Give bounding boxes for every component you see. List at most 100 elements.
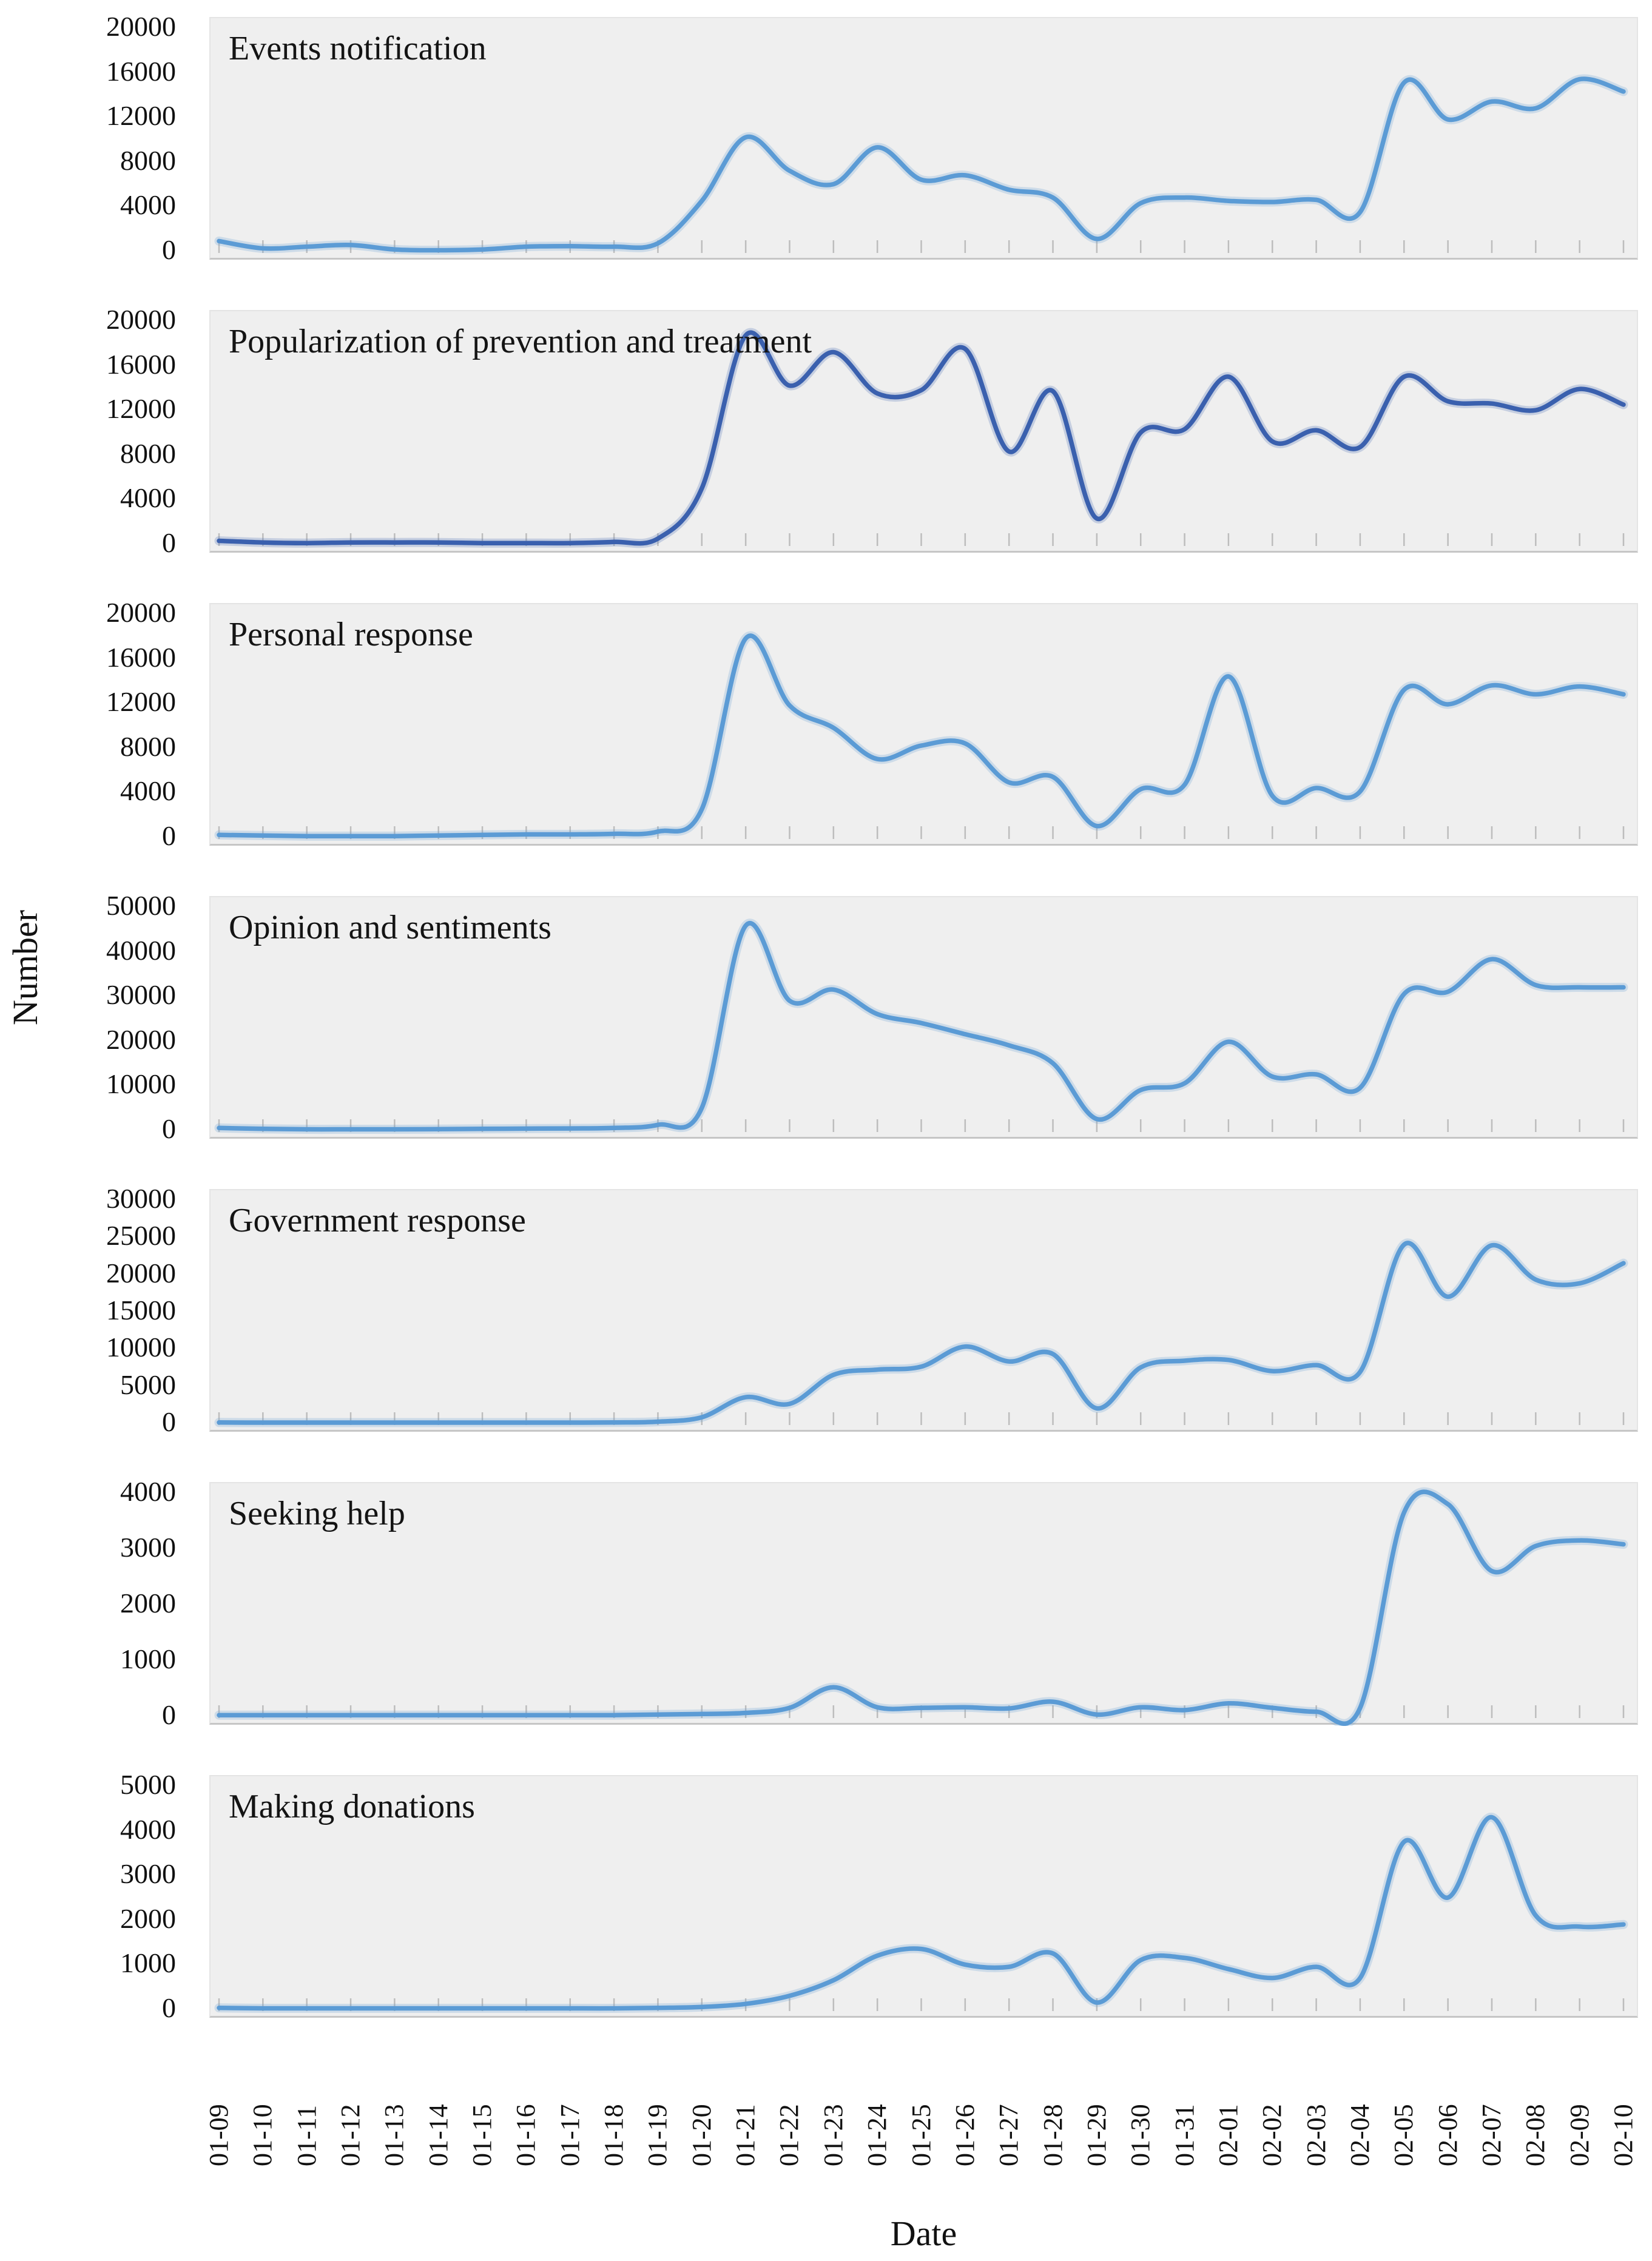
panel-title: Government response — [229, 1202, 526, 1239]
y-tick-label: 5000 — [120, 1769, 176, 1800]
y-tick-label: 5000 — [120, 1369, 176, 1400]
plot-area: Opinion and sentiments — [209, 896, 1638, 1139]
line-chart-svg — [214, 918, 1628, 1134]
x-tick-label: 02-04 — [1344, 2104, 1375, 2166]
x-tick-label: 01-17 — [555, 2104, 585, 2166]
y-tick-label: 40000 — [106, 934, 176, 966]
x-tick-label: 02-01 — [1213, 2104, 1243, 2166]
x-tick-label: 02-05 — [1389, 2104, 1419, 2166]
x-tick-label: 01-14 — [423, 2104, 453, 2166]
line-chart-svg — [214, 328, 1628, 548]
x-axis-tick-labels: 01-09 01-10 01-11 01-12 01-13 01-14 01-15 01-16… — [0, 2069, 1652, 2212]
y-axis-tick-labels: 30000 25000 20000 15000 10000 5000 0 — [0, 1185, 209, 1436]
y-axis-tick-labels: 20000 16000 12000 8000 4000 0 — [0, 599, 209, 850]
y-tick-label: 2000 — [120, 1588, 176, 1619]
y-tick-label: 0 — [162, 1113, 176, 1144]
data-line — [217, 1489, 1626, 1726]
y-tick-label: 4000 — [120, 1813, 176, 1845]
x-tick-label: 01-28 — [1037, 2104, 1068, 2166]
plot-area: Personal response — [209, 603, 1638, 846]
chart-panel: 30000 25000 20000 15000 10000 5000 0 Government… — [0, 1185, 1652, 1482]
y-tick-label: 8000 — [120, 730, 176, 762]
y-tick-label: 12000 — [106, 100, 176, 132]
data-line — [217, 1241, 1626, 1425]
y-tick-label: 0 — [162, 1699, 176, 1730]
y-tick-label: 30000 — [106, 1183, 176, 1214]
y-tick-label: 0 — [162, 234, 176, 265]
x-tick-label: 01-15 — [467, 2104, 497, 2166]
x-tick-label: 01-21 — [730, 2104, 761, 2166]
x-tick-label: 01-18 — [599, 2104, 629, 2166]
x-tick-label: 01-23 — [818, 2104, 848, 2166]
y-tick-label: 50000 — [106, 890, 176, 921]
y-tick-label: 1000 — [120, 1947, 176, 1979]
chart-panel: 20000 16000 12000 8000 4000 0 Personal respons… — [0, 599, 1652, 896]
y-axis-tick-labels: 5000 4000 3000 2000 1000 0 — [0, 1771, 209, 2022]
y-tick-label: 12000 — [106, 393, 176, 425]
y-tick-label: 16000 — [106, 55, 176, 87]
y-tick-label: 4000 — [120, 482, 176, 514]
chart-panel: 5000 4000 3000 2000 1000 0 Making donations — [0, 1771, 1652, 2068]
line-chart-svg — [214, 1238, 1628, 1427]
y-tick-label: 4000 — [120, 189, 176, 221]
x-tick-label: 01-11 — [291, 2104, 322, 2166]
y-tick-label: 3000 — [120, 1858, 176, 1890]
y-tick-label: 25000 — [106, 1220, 176, 1252]
y-tick-label: 2000 — [120, 1902, 176, 1934]
line-chart-svg — [214, 74, 1628, 255]
x-tick-label: 02-07 — [1476, 2104, 1506, 2166]
y-tick-label: 8000 — [120, 437, 176, 469]
data-line — [217, 921, 1626, 1132]
x-tick-label: 01-16 — [511, 2104, 541, 2166]
chart-panel: 20000 16000 12000 8000 4000 0 Events notificat… — [0, 13, 1652, 310]
panel-title: Seeking help — [229, 1495, 405, 1532]
x-tick-label: 01-29 — [1081, 2104, 1111, 2166]
data-line — [217, 76, 1626, 253]
y-tick-label: 15000 — [106, 1295, 176, 1326]
x-tick-label: 01-22 — [774, 2104, 804, 2166]
plot-area: Events notification — [209, 17, 1638, 260]
plot-area: Popularization of prevention and treatme… — [209, 310, 1638, 553]
plot-area: Seeking help — [209, 1482, 1638, 1726]
x-tick-label: 02-09 — [1564, 2104, 1594, 2166]
line-chart-svg — [214, 1487, 1628, 1726]
y-tick-label: 20000 — [106, 304, 176, 335]
data-line — [217, 330, 1626, 546]
plot-area: Government response — [209, 1189, 1638, 1432]
y-tick-label: 10000 — [106, 1332, 176, 1363]
y-tick-label: 0 — [162, 1406, 176, 1437]
x-tick-label: 01-25 — [906, 2104, 936, 2166]
y-tick-label: 20000 — [106, 1023, 176, 1055]
data-line-halo — [214, 1487, 1628, 1726]
panel-title: Events notification — [229, 30, 487, 67]
y-tick-label: 16000 — [106, 641, 176, 673]
x-tick-label: 01-12 — [335, 2104, 366, 2166]
x-tick-label: 01-10 — [248, 2104, 278, 2166]
x-axis-title: Date — [890, 2214, 957, 2253]
x-tick-label: 01-13 — [379, 2104, 410, 2166]
y-tick-label: 0 — [162, 820, 176, 851]
y-tick-label: 0 — [162, 527, 176, 558]
y-tick-label: 20000 — [106, 1257, 176, 1289]
y-axis-title: Number — [5, 909, 45, 1025]
y-axis-tick-labels: 50000 40000 30000 20000 10000 0 — [0, 892, 209, 1143]
x-tick-label: 01-31 — [1169, 2104, 1199, 2166]
y-tick-label: 0 — [162, 1992, 176, 2023]
data-line-halo — [214, 631, 1628, 841]
chart-panel: 50000 40000 30000 20000 10000 0 Opinion and se… — [0, 892, 1652, 1189]
x-tick-label: 02-03 — [1301, 2104, 1331, 2166]
x-tick-label: 02-06 — [1432, 2104, 1463, 2166]
charts-stack: 20000 16000 12000 8000 4000 0 Events notificat… — [0, 13, 1652, 2068]
x-tick-label: 01-27 — [994, 2104, 1024, 2166]
y-tick-label: 10000 — [106, 1068, 176, 1100]
panel-title: Personal response — [229, 616, 473, 653]
panel-title: Opinion and sentiments — [229, 909, 551, 946]
data-line-halo — [214, 74, 1628, 255]
y-tick-label: 3000 — [120, 1532, 176, 1563]
x-tick-label: 02-02 — [1257, 2104, 1287, 2166]
data-line-halo — [214, 918, 1628, 1134]
chart-panel: 20000 16000 12000 8000 4000 0 Popularization o… — [0, 306, 1652, 603]
y-axis-tick-labels: 20000 16000 12000 8000 4000 0 — [0, 306, 209, 557]
panel-title: Popularization of prevention and treatme… — [229, 323, 812, 360]
x-tick-label: 01-09 — [204, 2104, 234, 2166]
